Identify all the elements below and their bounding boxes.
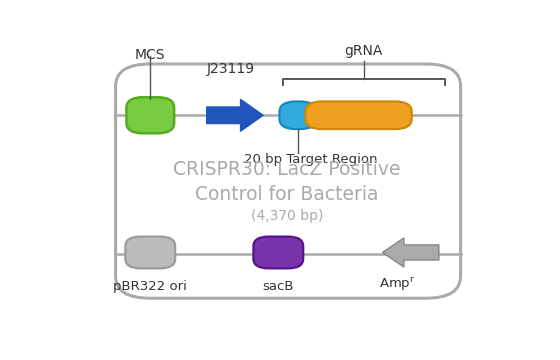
FancyBboxPatch shape	[127, 97, 174, 133]
Text: Amp$^\mathregular{r}$: Amp$^\mathregular{r}$	[380, 275, 416, 293]
Text: 20 bp Target Region: 20 bp Target Region	[244, 153, 377, 166]
Text: MCS: MCS	[135, 48, 166, 62]
Text: gRNA: gRNA	[344, 44, 383, 58]
Text: (4,370 bp): (4,370 bp)	[251, 210, 323, 224]
Text: J23119: J23119	[207, 63, 255, 76]
FancyBboxPatch shape	[279, 102, 316, 129]
Text: sacB: sacB	[263, 280, 294, 293]
Text: pBR322 ori: pBR322 ori	[113, 280, 187, 293]
Text: Control for Bacteria: Control for Bacteria	[195, 185, 379, 204]
FancyBboxPatch shape	[305, 102, 412, 129]
FancyBboxPatch shape	[125, 237, 175, 269]
FancyArrow shape	[382, 238, 439, 267]
Text: CRISPR30: LacZ Positive: CRISPR30: LacZ Positive	[173, 160, 401, 179]
FancyBboxPatch shape	[253, 237, 304, 269]
FancyArrow shape	[207, 99, 263, 131]
FancyBboxPatch shape	[115, 64, 460, 298]
